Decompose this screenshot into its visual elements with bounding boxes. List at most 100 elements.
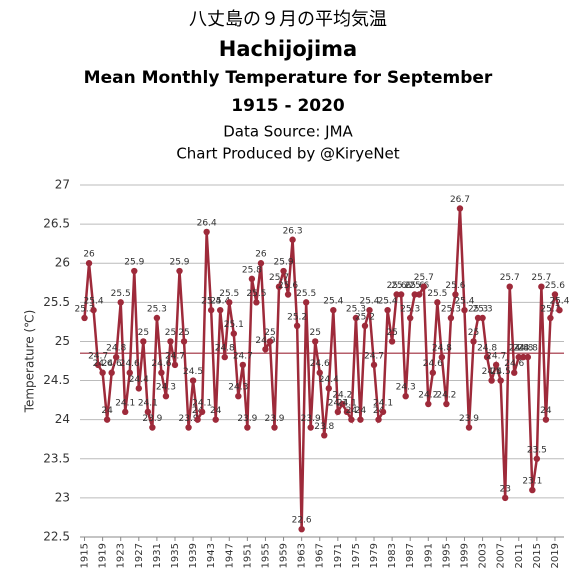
data-label: 26 <box>255 250 267 260</box>
data-point <box>185 424 192 431</box>
data-point <box>90 306 97 314</box>
data-point <box>533 455 541 462</box>
data-label: 25.7 <box>531 273 551 283</box>
data-label: 24.6 <box>120 359 140 369</box>
data-label: 23.8 <box>314 422 334 432</box>
data-label: 24 <box>210 406 222 416</box>
data-label: 25 <box>468 328 479 338</box>
x-tick-label: 1943 <box>206 543 217 568</box>
data-point <box>461 306 468 314</box>
data-label: 25 <box>386 328 397 338</box>
data-point <box>366 306 373 314</box>
data-label: 24.9 <box>255 336 275 346</box>
data-label: 23.9 <box>142 414 162 424</box>
data-label: 24 <box>540 406 552 416</box>
data-label: 25.4 <box>323 297 343 307</box>
data-point <box>529 486 536 494</box>
subtitle: Data Source: JMA <box>223 123 353 141</box>
data-label: 24.1 <box>337 398 357 408</box>
data-point <box>488 377 495 384</box>
data-label: 24.7 <box>88 351 108 361</box>
data-point <box>235 393 242 400</box>
y-tick-label: 26 <box>55 256 70 270</box>
data-label: 23.9 <box>301 414 321 424</box>
data-point <box>483 353 491 361</box>
data-point <box>198 408 206 416</box>
data-label: 26.3 <box>283 226 303 236</box>
data-point <box>443 400 450 408</box>
data-point <box>212 416 219 423</box>
data-label: 24.7 <box>486 351 506 361</box>
data-label: 25.5 <box>111 289 131 299</box>
x-tick-label: 1915 <box>80 543 91 568</box>
data-label: 24.1 <box>138 398 158 408</box>
data-label: 25.3 <box>74 304 94 314</box>
x-tick-label: 1919 <box>98 543 109 568</box>
data-point <box>501 494 509 502</box>
data-label: 24.8 <box>509 344 529 354</box>
data-point <box>194 416 201 423</box>
x-tick-label: 1959 <box>279 543 290 568</box>
data-label: 24 <box>101 406 113 416</box>
data-point <box>117 299 124 306</box>
data-label: 24.8 <box>432 344 452 354</box>
data-label: 23.9 <box>264 414 284 424</box>
data-point <box>352 314 360 322</box>
data-point <box>515 353 522 361</box>
data-label: 25.3 <box>468 304 488 314</box>
data-label: 22.6 <box>292 516 312 526</box>
data-label: 25.4 <box>454 297 474 307</box>
data-point <box>434 299 441 306</box>
y-tick-label: 22.5 <box>43 530 70 544</box>
x-tick-label: 1987 <box>405 543 416 568</box>
y-tick-label: 24.5 <box>43 373 70 387</box>
data-label: 26 <box>83 250 95 260</box>
data-point <box>397 291 405 298</box>
data-label: 24 <box>355 406 367 416</box>
y-tick-label: 25.5 <box>43 295 70 309</box>
data-point <box>379 408 387 416</box>
data-label: 25.2 <box>355 312 375 322</box>
subtitle: Chart Produced by @KiryeNet <box>176 145 399 163</box>
data-label: 24 <box>346 406 358 416</box>
data-label: 24.6 <box>151 359 171 369</box>
data-label: 25.9 <box>274 258 294 268</box>
x-tick-label: 1951 <box>242 543 253 568</box>
data-label: 25.4 <box>84 297 104 307</box>
data-point <box>284 291 292 298</box>
data-point <box>171 361 179 369</box>
data-point <box>162 393 170 400</box>
data-label: 24.6 <box>93 359 113 369</box>
x-tick-label: 1939 <box>188 543 199 568</box>
data-point <box>474 314 482 322</box>
data-point <box>402 393 409 400</box>
data-label: 25.6 <box>405 281 425 291</box>
data-label: 25 <box>264 328 275 338</box>
x-tick-label: 1983 <box>387 543 398 568</box>
y-tick-label: 25 <box>55 334 70 348</box>
data-label: 24.5 <box>183 367 203 377</box>
data-label: 26.7 <box>450 195 470 205</box>
data-label: 24 <box>192 406 204 416</box>
data-label: 24.8 <box>477 344 497 354</box>
data-label: 24 <box>373 406 385 416</box>
data-point <box>416 291 423 298</box>
data-point <box>524 353 532 361</box>
x-tick-label: 1927 <box>134 543 145 568</box>
data-point <box>131 267 138 275</box>
data-point <box>547 314 554 322</box>
data-point <box>506 283 513 290</box>
data-point <box>189 377 197 384</box>
x-tick-label: 1923 <box>116 543 127 568</box>
data-point <box>393 291 400 298</box>
data-label: 24.1 <box>115 398 135 408</box>
data-label: 24.6 <box>504 359 524 369</box>
data-point <box>180 338 188 345</box>
data-point <box>239 361 247 369</box>
y-axis-label: Temperature (℃) <box>23 310 37 414</box>
data-point <box>551 291 559 298</box>
data-point <box>266 338 274 345</box>
data-point <box>542 416 550 423</box>
data-point <box>312 338 319 345</box>
